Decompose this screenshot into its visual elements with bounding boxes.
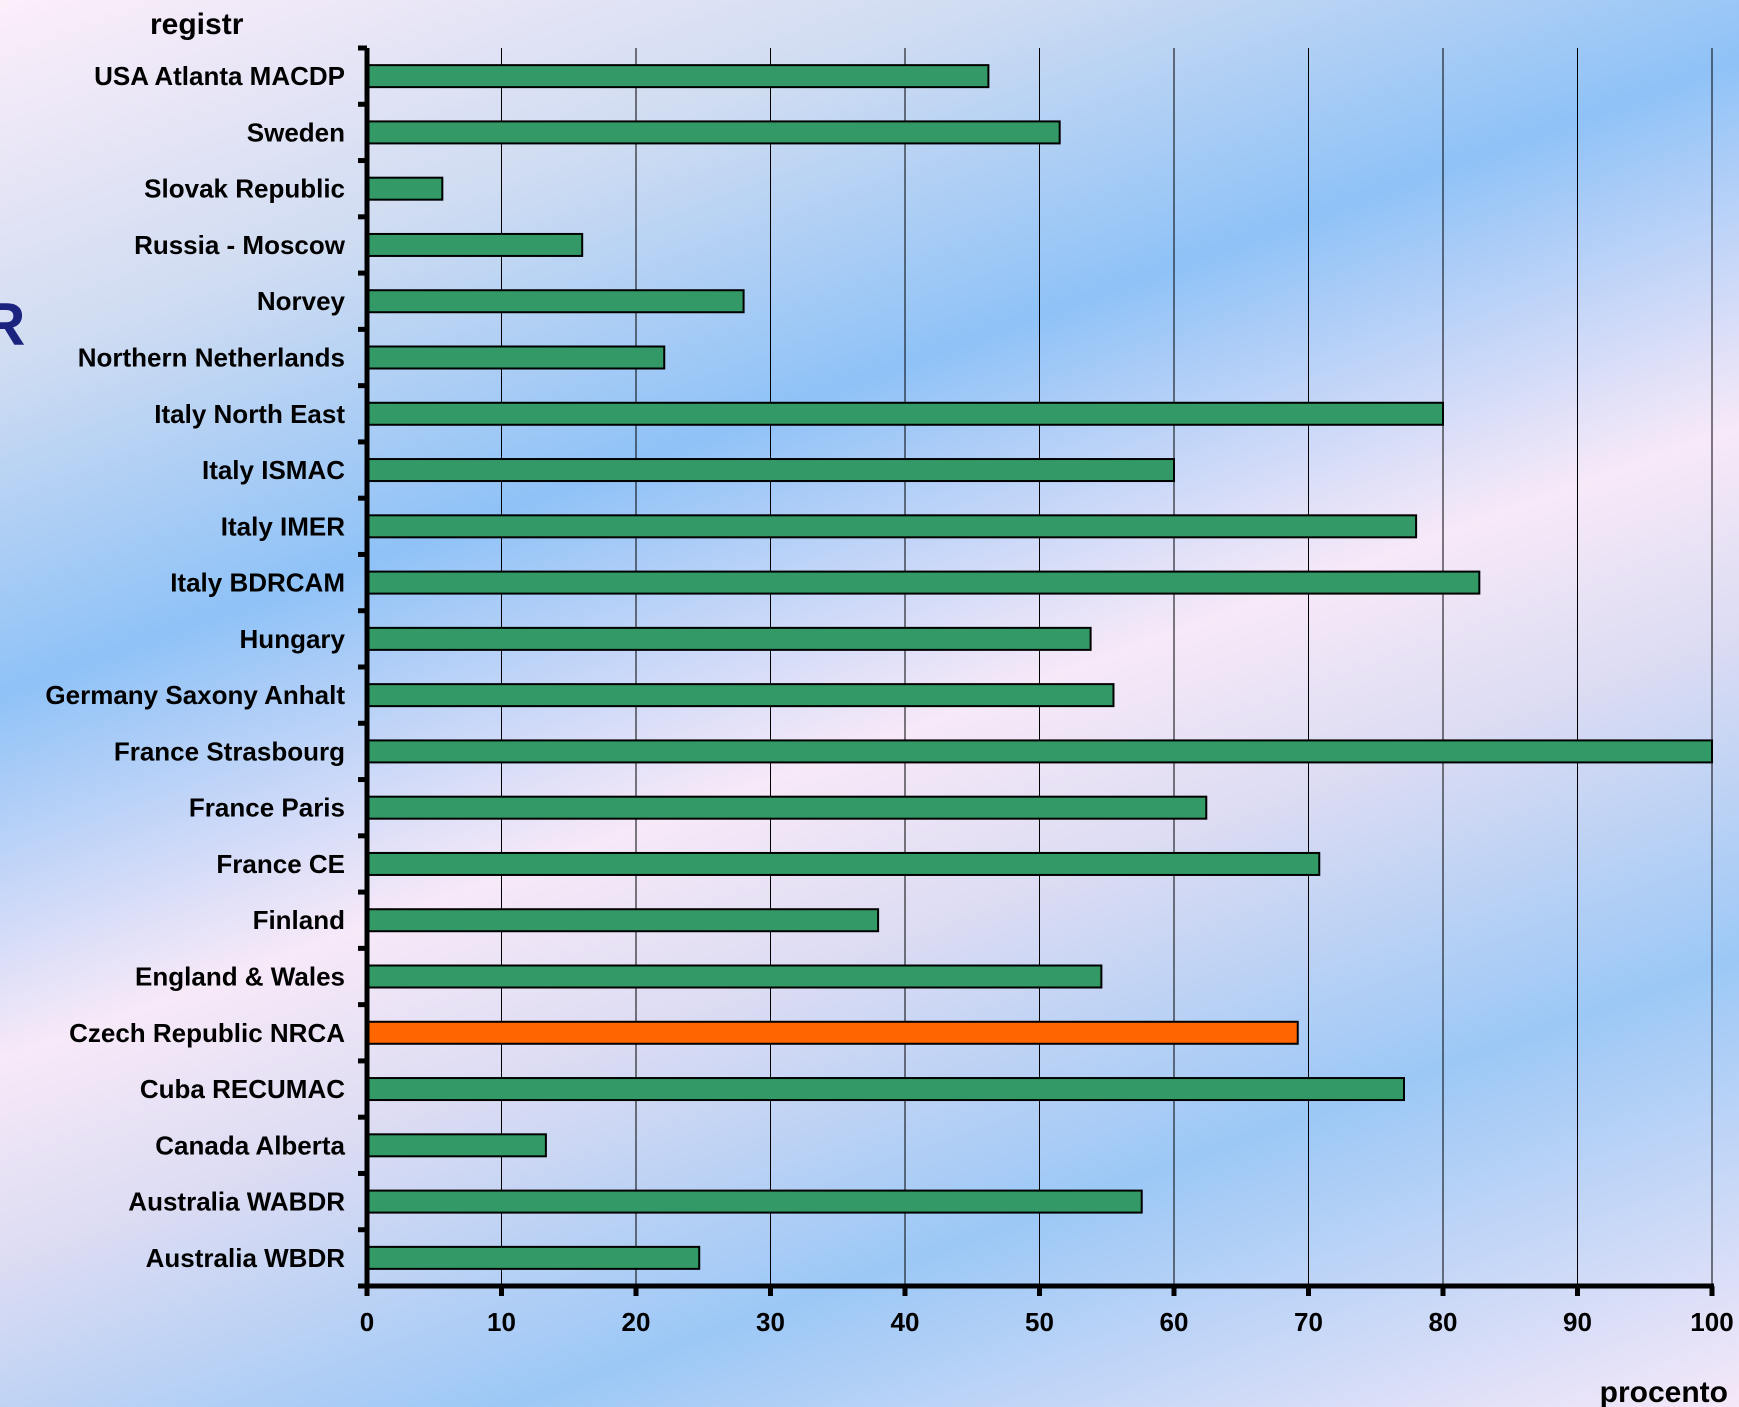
x-tick-label: 30 [756,1307,785,1337]
category-label: Italy BDRCAM [170,568,345,598]
x-tick-label: 60 [1160,1307,1189,1337]
category-label: Sweden [247,117,345,147]
x-tick-label: 10 [487,1307,516,1337]
bar-12 [366,739,1713,764]
bar-3 [366,232,584,257]
category-label: Canada Alberta [155,1130,345,1160]
gridlines [501,48,1713,1286]
x-tick-label: 20 [622,1307,651,1337]
y-axis-title: registr [150,8,244,41]
category-label: Australia WABDR [128,1187,345,1217]
category-label: Italy IMER [221,511,345,541]
bar-14 [366,851,1321,876]
category-label: USA Atlanta MACDP [94,61,345,91]
bar-6 [366,401,1444,426]
bar-7 [366,458,1175,483]
category-label: Italy ISMAC [202,455,345,485]
x-tick-label: 40 [891,1307,920,1337]
edge-glyph: R [0,291,25,358]
category-label: France CE [216,849,345,879]
bar-16 [366,964,1103,989]
x-tick-label: 100 [1690,1307,1733,1337]
category-label: Norvey [257,286,346,316]
category-label: Cuba RECUMAC [140,1074,345,1104]
bars [366,64,1713,1270]
bar-4 [366,289,745,314]
axes [358,45,1715,1296]
bar-17 [366,1020,1299,1045]
x-tick-label: 0 [360,1307,374,1337]
category-label: Czech Republic NRCA [69,1018,345,1048]
bar-11 [366,683,1115,708]
bar-15 [366,908,880,933]
bar-21 [366,1245,701,1270]
bar-9 [366,570,1481,595]
bar-10 [366,626,1092,651]
category-label: Finland [253,905,345,935]
x-tick-label: 90 [1563,1307,1592,1337]
bar-13 [366,795,1208,820]
category-label: Russia - Moscow [134,230,346,260]
category-label: Hungary [240,624,346,654]
bar-19 [366,1133,547,1158]
bar-2 [366,176,444,201]
bar-5 [366,345,666,370]
category-label: Germany Saxony Anhalt [45,680,345,710]
bar-1 [366,120,1061,145]
bar-8 [366,514,1418,539]
category-label: Italy North East [154,399,345,429]
x-tick-label: 80 [1429,1307,1458,1337]
category-label: Australia WBDR [146,1243,346,1273]
x-tick-label: 50 [1025,1307,1054,1337]
category-label: Northern Netherlands [78,343,345,373]
category-label: France Strasbourg [114,736,345,766]
category-label: England & Wales [135,962,345,992]
bar-20 [366,1189,1143,1214]
category-label: France Paris [189,793,345,823]
bar-0 [366,64,990,89]
x-axis-title: procento [1600,1376,1728,1407]
category-label: Slovak Republic [144,174,345,204]
category-labels: USA Atlanta MACDP Sweden Slovak Republic Ru… [45,61,345,1273]
tick-labels: 0 10 20 30 40 50 60 70 80 90 100 [360,1307,1734,1337]
x-tick-label: 70 [1294,1307,1323,1337]
bar-18 [366,1077,1405,1102]
